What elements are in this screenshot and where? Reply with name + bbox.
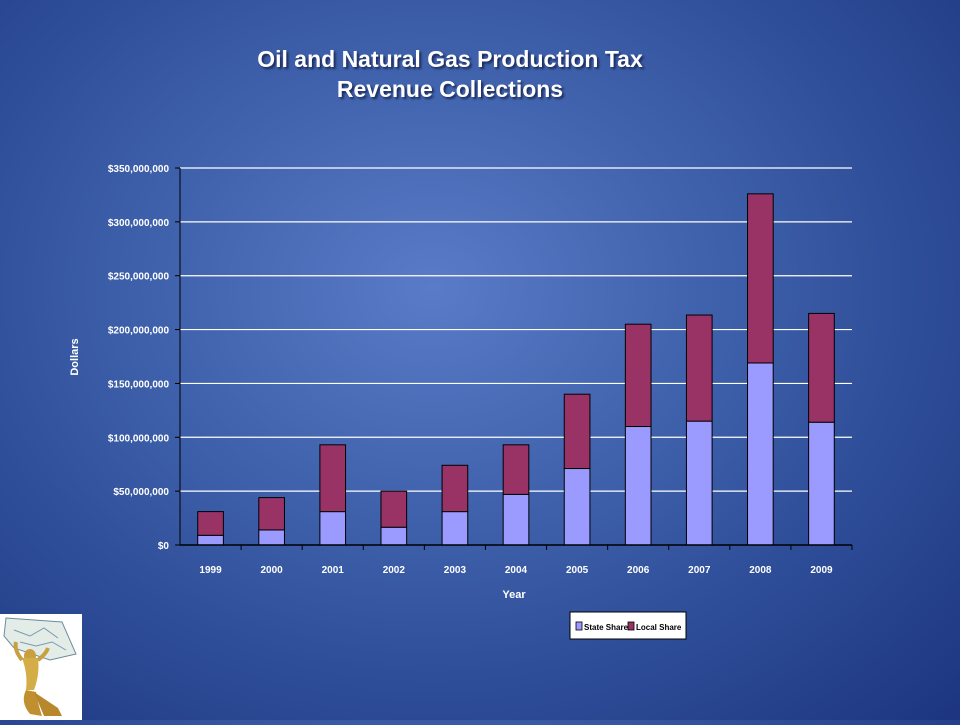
y-axis-title: Dollars — [69, 338, 81, 375]
x-tick-label: 2000 — [261, 565, 284, 576]
bar-local-share-2008 — [747, 193, 774, 364]
x-tick-label: 2007 — [688, 565, 711, 576]
chart-title-line-2: Revenue Collections — [336, 76, 564, 102]
bar-local-share-2000 — [258, 497, 285, 531]
x-tick-label: 2008 — [749, 565, 772, 576]
bar-state-share-2008 — [747, 362, 774, 546]
bar-local-share-2007 — [685, 314, 713, 422]
x-tick-label: 2009 — [810, 565, 833, 576]
x-axis-tick-labels: 1999 2000 2001 2002 2003 2004 2005 2006 2007 2008… — [199, 545, 853, 576]
x-tick-label: 2004 — [505, 565, 528, 576]
bar-state-share-2001 — [319, 511, 347, 546]
legend: State Share Local Share — [569, 611, 687, 640]
bar-state-share-1999 — [197, 534, 224, 546]
y-tick-label: $350,000,000 — [108, 164, 170, 175]
bar-local-share-2003 — [441, 464, 469, 513]
y-axis-tick-labels: $0 $50,000,000 $100,000,000 $150,000,000 $20… — [108, 164, 180, 552]
axes — [179, 168, 852, 546]
bar-state-share-2007 — [685, 420, 713, 546]
legend-swatch-local-share — [627, 621, 635, 631]
x-tick-label: 2001 — [322, 565, 345, 576]
bar-state-share-2003 — [441, 511, 469, 546]
bar-local-share-2004 — [502, 444, 530, 495]
y-tick-label: $200,000,000 — [108, 326, 170, 337]
x-tick-label: 1999 — [199, 565, 222, 576]
y-tick-label: $0 — [158, 541, 170, 552]
y-tick-label: $100,000,000 — [108, 433, 170, 444]
gridlines — [180, 167, 852, 492]
bar-state-share-2002 — [380, 526, 408, 546]
atlas-map-logo — [0, 614, 82, 720]
y-tick-label: $300,000,000 — [108, 218, 170, 229]
x-tick-label: 2002 — [383, 565, 406, 576]
chart-title: Oil and Natural Gas Production Tax Reven… — [150, 44, 750, 104]
legend-swatch-state-share — [575, 621, 583, 631]
legend-label-local-share: Local Share — [636, 623, 682, 632]
bar-state-share-2005 — [563, 468, 591, 546]
bar-local-share-2002 — [380, 490, 408, 528]
atlas-figure-icon — [3, 617, 77, 716]
bar-local-share-2005 — [563, 393, 591, 470]
x-tick-label: 2005 — [566, 565, 589, 576]
bar-state-share-2004 — [502, 493, 530, 546]
x-tick-label: 2006 — [627, 565, 650, 576]
legend-label-state-share: State Share — [584, 623, 629, 632]
y-tick-label: $50,000,000 — [113, 487, 169, 498]
bar-local-share-1999 — [197, 511, 224, 536]
bars — [197, 193, 835, 546]
y-tick-label: $250,000,000 — [108, 272, 170, 283]
x-axis-title: Year — [502, 589, 526, 601]
bar-state-share-2000 — [258, 529, 285, 546]
chart-title-line-1: Oil and Natural Gas Production Tax — [257, 46, 643, 72]
bar-local-share-2009 — [808, 312, 835, 423]
x-tick-label: 2003 — [444, 565, 467, 576]
bar-local-share-2006 — [624, 323, 652, 428]
bar-state-share-2009 — [808, 421, 835, 546]
bar-state-share-2006 — [624, 426, 652, 546]
y-tick-label: $150,000,000 — [108, 379, 170, 390]
bar-local-share-2001 — [319, 444, 347, 513]
